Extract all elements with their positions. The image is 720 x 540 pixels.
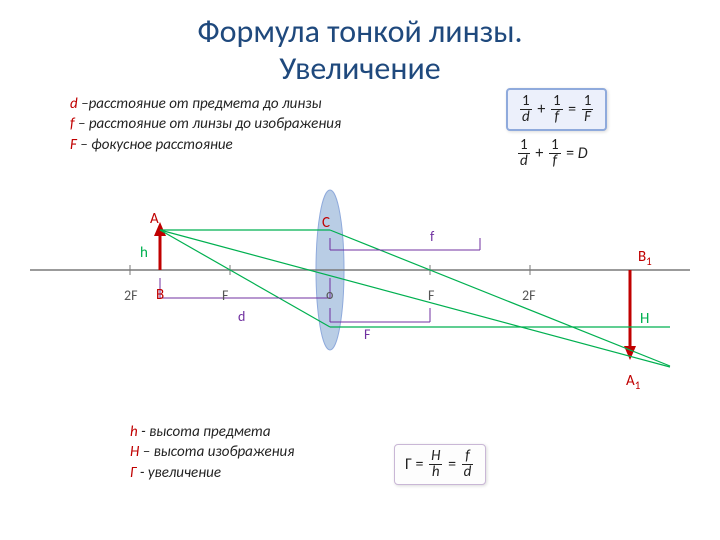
label-F-left: F: [222, 287, 228, 304]
txt-H-upper: – высота изображения: [139, 443, 294, 461]
txt-d: –расстояние от предмета до линзы: [78, 95, 322, 113]
label-2F-right: 2F: [522, 287, 536, 304]
formula-magnification: Г = Hh = fd: [394, 444, 486, 485]
label-B: В: [156, 286, 164, 304]
definitions-bottom: h - высота предмета H – высота изображен…: [130, 422, 350, 483]
label-h: h: [140, 244, 148, 262]
label-f: f: [430, 228, 434, 245]
definitions-top: d –расстояние от предмета до линзы f – р…: [70, 94, 341, 155]
sym-F-cap: F: [70, 136, 77, 154]
label-C: С: [322, 214, 330, 232]
lens-diagram: [30, 170, 690, 400]
dim-f: [330, 238, 480, 250]
title-line2: Увеличение: [279, 49, 440, 88]
txt-F-cap: – фокусное расстояние: [77, 136, 233, 154]
sym-d: d: [70, 95, 78, 113]
label-B1: В1: [638, 248, 652, 268]
label-F-below: F: [364, 326, 370, 343]
dim-d: [160, 278, 330, 298]
image-arrow: [624, 270, 636, 360]
formula-lens: 1d + 1f = 1F: [506, 88, 607, 131]
dim-F: [330, 308, 430, 322]
label-F-right: F: [428, 287, 434, 304]
txt-gamma: - увеличение: [136, 464, 221, 482]
label-A1: А1: [626, 372, 640, 392]
label-A: А: [150, 210, 159, 228]
label-o: о: [326, 286, 333, 303]
label-2F-left: 2F: [124, 287, 138, 304]
title-line1: Формула тонкой линзы.: [197, 12, 522, 51]
label-H: H: [640, 310, 649, 328]
formula-dioptre: 1d + 1f = D: [506, 134, 598, 173]
page-title: Формула тонкой линзы. Увеличение: [0, 14, 720, 88]
txt-h-lower: - высота предмета: [138, 423, 271, 441]
sym-h-lower: h: [130, 423, 138, 441]
txt-f: – расстояние от линзы до изображения: [75, 115, 341, 133]
label-d: d: [238, 308, 245, 325]
object-arrow: [154, 222, 166, 270]
sym-H-upper: H: [130, 443, 139, 461]
